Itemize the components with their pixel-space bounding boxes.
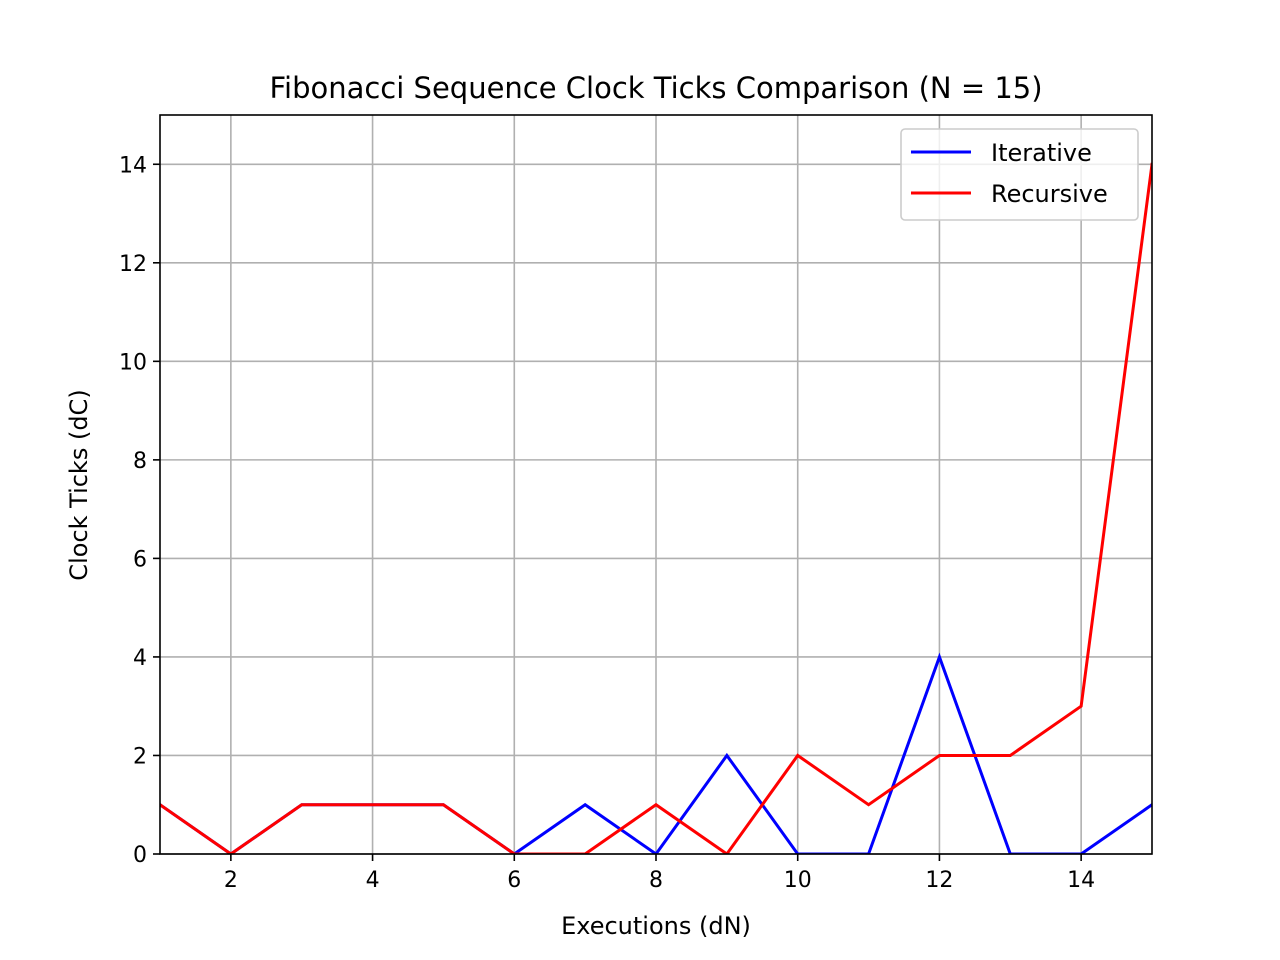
legend: Iterative Recursive — [900, 128, 1139, 221]
y-tick-label: 10 — [119, 350, 147, 375]
x-tick-label: 4 — [366, 868, 380, 893]
y-tick-label: 6 — [133, 547, 147, 572]
y-tick-label: 0 — [133, 843, 147, 868]
x-tick-label: 10 — [784, 868, 812, 893]
x-axis: 2 4 6 8 10 12 14 — [224, 854, 1095, 893]
series-layer — [160, 162, 1152, 854]
x-axis-title: Executions (dN) — [561, 912, 751, 940]
y-tick-label: 12 — [119, 252, 147, 277]
legend-label-recursive: Recursive — [991, 180, 1108, 208]
x-tick-label: 8 — [649, 868, 663, 893]
y-tick-label: 14 — [119, 153, 147, 178]
y-tick-label: 2 — [133, 744, 147, 769]
x-tick-label: 14 — [1067, 868, 1095, 893]
series-line-recursive — [160, 162, 1152, 854]
chart-title: Fibonacci Sequence Clock Ticks Compariso… — [269, 71, 1042, 105]
x-tick-label: 2 — [224, 868, 238, 893]
y-axis: 0 2 4 6 8 10 12 14 — [119, 153, 160, 868]
x-tick-label: 6 — [507, 868, 521, 893]
y-tick-label: 4 — [133, 646, 147, 671]
y-axis-title: Clock Ticks (dC) — [65, 389, 93, 580]
x-tick-label: 12 — [925, 868, 953, 893]
legend-label-iterative: Iterative — [991, 139, 1092, 167]
y-tick-label: 8 — [133, 449, 147, 474]
